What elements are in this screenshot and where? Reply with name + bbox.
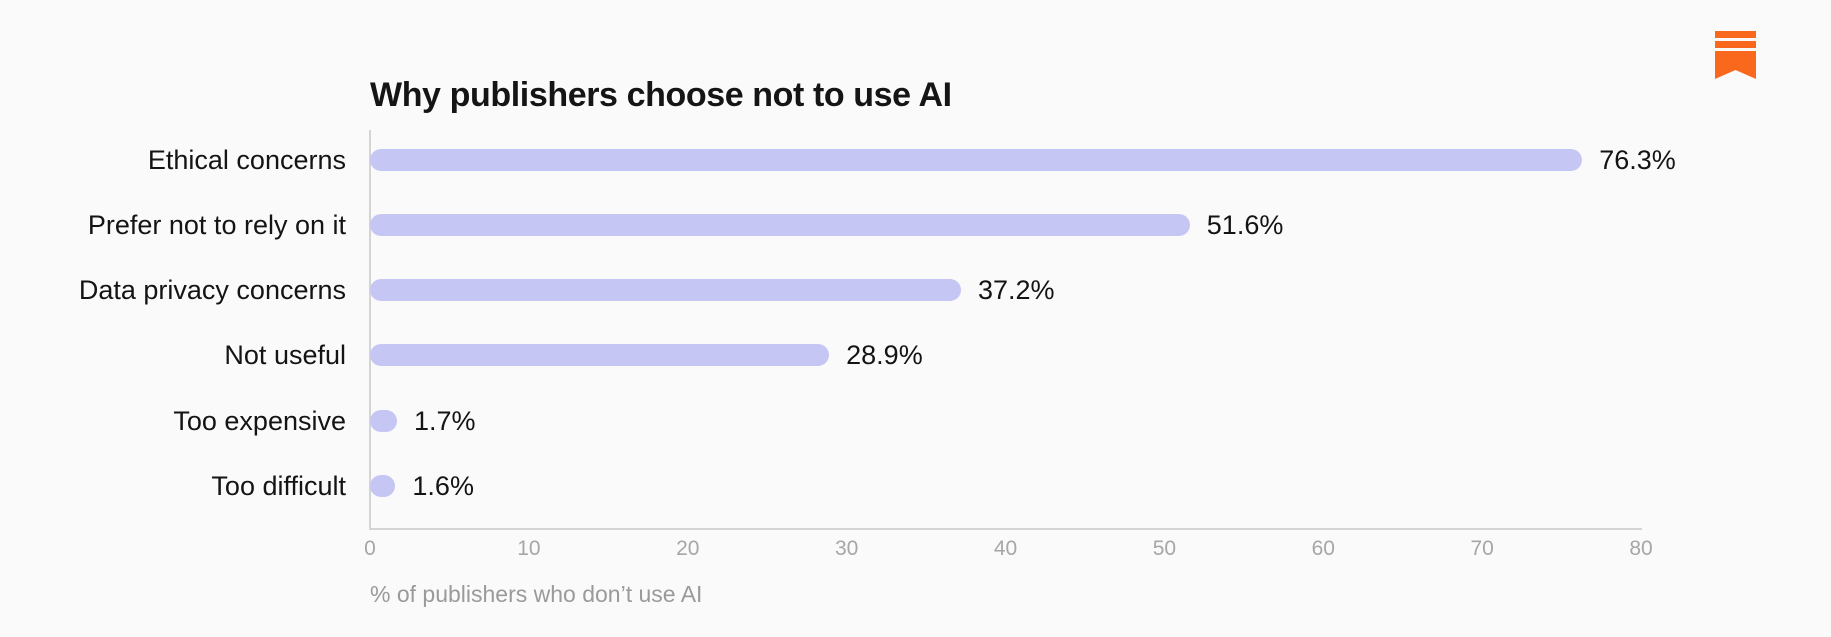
chart-title: Why publishers choose not to use AI [370, 76, 952, 114]
x-tick-label: 40 [993, 537, 1018, 560]
x-tick-label: 10 [517, 537, 541, 560]
x-axis-caption: % of publishers who don’t use AI [370, 581, 703, 607]
x-tick-label: 60 [1311, 537, 1335, 560]
bar [370, 475, 396, 497]
category-label: Data privacy concerns [78, 275, 346, 306]
value-label: 1.6% [412, 471, 474, 501]
value-label: 28.9% [846, 340, 923, 371]
press-gazette-logo [1715, 31, 1756, 79]
x-tick-label: 20 [676, 537, 700, 560]
value-label: 76.3% [1599, 144, 1676, 175]
value-label: 51.6% [1206, 209, 1284, 240]
value-label: 37.2% [978, 275, 1055, 306]
x-tick-label: 0 [364, 537, 376, 560]
category-label: Prefer not to rely on it [87, 209, 346, 240]
y-axis-line [369, 130, 371, 529]
category-label: Not useful [224, 340, 346, 371]
x-tick-label: 70 [1470, 537, 1494, 560]
bar [370, 344, 830, 367]
x-axis-line [369, 528, 1642, 530]
logo-stripe-icon [1715, 41, 1756, 48]
category-label: Too difficult [211, 471, 346, 501]
bar [370, 279, 961, 302]
bar [370, 148, 1583, 171]
category-label: Too expensive [173, 405, 346, 436]
x-tick-label: 80 [1629, 537, 1653, 560]
bar [370, 409, 397, 432]
bar [370, 213, 1190, 236]
category-label: Ethical concerns [147, 144, 346, 175]
bookmark-icon [1715, 51, 1756, 79]
x-tick-label: 50 [1152, 537, 1177, 560]
x-tick-label: 30 [834, 537, 859, 560]
logo-stripe-icon [1715, 31, 1756, 38]
value-label: 1.7% [414, 405, 476, 436]
